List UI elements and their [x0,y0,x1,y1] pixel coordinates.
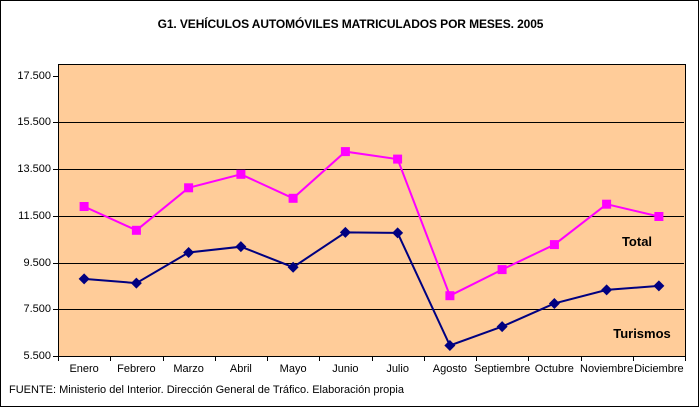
data-point [654,212,664,221]
data-point [496,321,508,333]
data-point [340,147,350,157]
x-axis-label-abril: Abril [229,363,252,375]
y-axis-ticks [53,76,58,357]
y-axis-label: 15.500 [17,116,51,129]
data-point [287,261,299,273]
x-axis-label-febrero: Febrero [117,363,156,375]
x-axis-ticks [58,356,686,361]
y-axis-label: 5.500 [23,350,51,362]
series-label-turismos: Turismos [613,326,671,341]
data-point [445,291,455,301]
series-markers-total [79,147,664,301]
x-axis-label-septiembre: Septiembre [473,363,531,375]
gridlines [59,122,684,310]
data-point [444,339,456,351]
y-axis-label: 11.500 [18,209,51,222]
data-point [235,241,247,253]
data-point [393,154,403,164]
data-point [79,202,89,211]
data-point [497,265,507,275]
data-point [392,227,404,239]
y-axis-label: 7.500 [23,303,51,316]
data-point [184,183,194,193]
x-axis-label-marzo: Marzo [173,363,204,375]
chart-title: G1. VEHÍCULOS AUTOMÓVILES MATRICULADOS P… [157,17,544,31]
data-point [236,169,246,179]
x-axis-label-julio: Julio [386,363,409,375]
data-point [288,193,298,203]
data-point [130,277,142,289]
x-axis-label-mayo: Mayo [279,363,307,375]
data-point [601,284,613,296]
x-axis-label-noviembre: Noviembre [580,363,634,375]
source-note: FUENTE: Ministerio del Interior. Direcci… [9,384,404,396]
y-axis-label: 9.500 [23,256,51,269]
x-axis-label-agosto: Agosto [432,363,467,375]
series-line-total [83,150,660,298]
series-markers-turismos [78,226,665,351]
data-point [78,273,90,285]
series-label-total: Total [621,234,653,249]
x-axis-label-enero: Enero [69,363,99,375]
data-point [183,247,195,259]
y-axis-label: 17.500 [17,69,51,82]
data-point [602,199,612,209]
plot-background [58,64,686,357]
data-point [653,280,665,292]
data-point [339,226,351,238]
x-axis-label-octubre: Octubre [534,363,574,375]
series-line-turismos [84,231,659,347]
y-axis-label: 13.500 [17,163,51,176]
data-point [131,225,141,235]
data-point [549,240,559,250]
x-axis-label-junio: Junio [332,363,359,375]
data-point [548,297,560,309]
x-axis-label-diciembre: Diciembre [634,363,684,375]
